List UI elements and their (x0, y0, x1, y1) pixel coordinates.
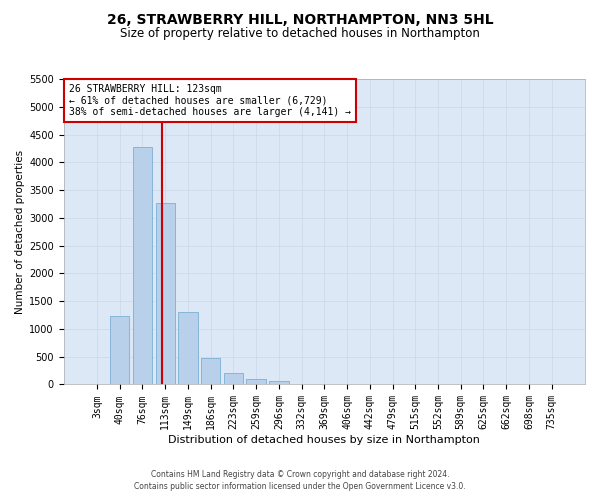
Bar (247, 379, 266, 384)
Bar (155, 203, 175, 384)
Text: Size of property relative to detached houses in Northampton: Size of property relative to detached ho… (120, 28, 480, 40)
X-axis label: Distribution of detached houses by size in Northampton: Distribution of detached houses by size … (169, 435, 480, 445)
Bar (201, 358, 220, 384)
Text: 26 STRAWBERRY HILL: 123sqm
← 61% of detached houses are smaller (6,729)
38% of s: 26 STRAWBERRY HILL: 123sqm ← 61% of deta… (69, 84, 351, 117)
Bar (110, 316, 130, 384)
Bar (133, 147, 152, 384)
Bar (178, 312, 197, 384)
Y-axis label: Number of detached properties: Number of detached properties (15, 150, 25, 314)
Bar (224, 373, 243, 384)
Text: 26, STRAWBERRY HILL, NORTHAMPTON, NN3 5HL: 26, STRAWBERRY HILL, NORTHAMPTON, NN3 5H… (107, 12, 493, 26)
Text: Contains public sector information licensed under the Open Government Licence v3: Contains public sector information licen… (134, 482, 466, 491)
Text: Contains HM Land Registry data © Crown copyright and database right 2024.: Contains HM Land Registry data © Crown c… (151, 470, 449, 479)
Bar (269, 380, 289, 384)
